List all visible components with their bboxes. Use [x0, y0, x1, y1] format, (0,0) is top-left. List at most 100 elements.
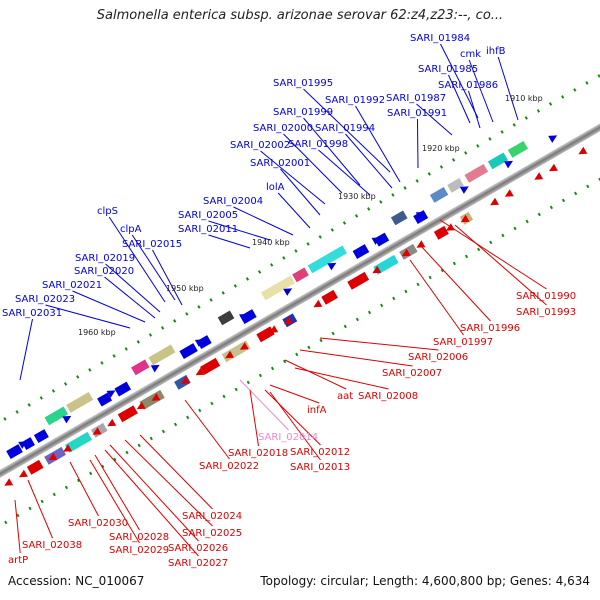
gene-label[interactable]: SARI_02015 — [122, 239, 182, 250]
gene-label[interactable]: artP — [8, 555, 28, 566]
gene-label[interactable]: SARI_02029 — [109, 545, 169, 556]
leader-line — [303, 88, 391, 173]
genome-backbone — [0, 87, 600, 514]
scale-tick — [452, 261, 457, 266]
gene-label[interactable]: SARI_01999 — [273, 107, 333, 118]
gene-label[interactable]: SARI_01992 — [325, 95, 385, 106]
leader-line — [19, 318, 33, 381]
gene-label[interactable]: SARI_02020 — [74, 266, 134, 277]
gene-label[interactable]: infA — [307, 405, 327, 416]
gene-label[interactable]: SARI_02006 — [408, 352, 468, 363]
scale-tick — [210, 401, 214, 406]
gene-label[interactable]: SARI_01990 — [516, 291, 576, 302]
gene-feature — [21, 437, 35, 450]
scale-tick — [149, 436, 153, 441]
strand-arrow — [372, 265, 382, 274]
gene-label[interactable]: SARI_02011 — [178, 224, 238, 235]
gene-label[interactable]: clpA — [120, 224, 142, 235]
gene-label[interactable]: SARI_01986 — [438, 80, 498, 91]
gene-label[interactable]: cmk — [460, 49, 481, 60]
leader-line — [105, 263, 161, 313]
gene-feature — [6, 444, 23, 459]
gene-label[interactable]: SARI_02013 — [290, 462, 350, 473]
gene-label[interactable]: SARI_02022 — [199, 461, 259, 472]
gene-label[interactable]: SARI_02027 — [168, 558, 228, 569]
strand-arrow — [18, 441, 28, 449]
gene-label[interactable]: SARI_02001 — [250, 158, 310, 169]
gene-label[interactable]: SARI_01985 — [418, 64, 478, 75]
scale-tick — [500, 130, 504, 134]
scale-tick — [221, 291, 225, 295]
scale-tick — [270, 366, 275, 371]
gene-label[interactable]: SARI_01991 — [387, 108, 447, 119]
gene-label[interactable]: SARI_02025 — [182, 528, 242, 539]
gene-label[interactable]: SARI_02005 — [178, 210, 238, 221]
leader-line — [109, 444, 199, 542]
scale-tick — [173, 319, 177, 323]
strand-arrow — [371, 237, 381, 245]
gene-label[interactable]: SARI_02031 — [2, 308, 62, 319]
leader-line — [468, 59, 494, 123]
gene-label[interactable]: lolA — [266, 182, 285, 193]
gene-label[interactable]: SARI_02002 — [230, 140, 290, 151]
gene-label[interactable]: SARI_01998 — [288, 139, 348, 150]
scale-tick — [489, 240, 493, 245]
scale-tick — [367, 207, 371, 211]
strand-arrow — [62, 415, 72, 424]
gene-feature — [131, 359, 150, 376]
gene-label[interactable]: SARI_01995 — [273, 78, 333, 89]
strand-arrow — [504, 160, 513, 169]
gene-label[interactable]: SARI_02000 — [253, 123, 313, 134]
gene-label[interactable]: SARI_02023 — [15, 294, 75, 305]
scale-tick — [136, 340, 140, 344]
gene-label[interactable]: SARI_02008 — [358, 391, 418, 402]
gene-label[interactable]: SARI_02021 — [42, 280, 102, 291]
scale-tick — [367, 310, 372, 315]
gene-label[interactable]: SARI_02007 — [382, 368, 442, 379]
scale-tick — [343, 324, 347, 329]
gene-label[interactable]: SARI_02030 — [68, 518, 128, 529]
gene-feature — [179, 343, 198, 359]
strand-arrow — [180, 376, 190, 384]
leader-line — [233, 206, 294, 236]
leader-line — [104, 449, 199, 557]
scale-tick — [198, 408, 202, 413]
strand-arrow — [269, 325, 279, 333]
gene-label[interactable]: ihfB — [486, 46, 506, 57]
gene-label[interactable]: SARI_02004 — [203, 196, 263, 207]
gene-label[interactable]: SARI_02024 — [182, 511, 242, 522]
leader-line — [264, 389, 321, 446]
gene-feature — [447, 177, 464, 193]
gene-label[interactable]: clpS — [97, 206, 118, 217]
gene-label[interactable]: SARI_02018 — [228, 448, 288, 459]
gene-label[interactable]: aat — [337, 391, 353, 402]
gene-label[interactable]: SARI_02038 — [22, 540, 82, 551]
gene-label[interactable]: SARI_02026 — [168, 543, 228, 554]
gene-label[interactable]: SARI_02012 — [290, 447, 350, 458]
scale-tick — [76, 375, 80, 379]
scale-tick — [113, 457, 117, 462]
gene-label[interactable]: SARI_01997 — [433, 337, 493, 348]
gene-label[interactable]: SARI_02028 — [109, 532, 169, 543]
gene-label[interactable]: SARI_01984 — [410, 33, 470, 44]
scale-tick — [342, 221, 347, 225]
scale-tick — [125, 450, 129, 455]
scale-tick — [513, 226, 517, 231]
strand-arrow — [195, 367, 205, 376]
gene-label[interactable]: SARI_02014 — [258, 432, 318, 443]
gene-label[interactable]: SARI_01987 — [386, 93, 446, 104]
leader-line — [14, 499, 21, 554]
scale-tick — [3, 417, 7, 421]
gene-label[interactable]: SARI_01996 — [460, 323, 520, 334]
scale-tick — [318, 235, 322, 239]
strand-arrow — [239, 342, 249, 350]
scale-tick — [464, 254, 469, 259]
scale-tick — [451, 158, 456, 162]
scale-tick — [160, 326, 165, 330]
gene-label[interactable]: SARI_01994 — [315, 123, 375, 134]
gene-label[interactable]: SARI_02019 — [75, 253, 135, 264]
scale-tick — [536, 109, 541, 113]
gene-label[interactable]: SARI_01993 — [516, 307, 576, 318]
